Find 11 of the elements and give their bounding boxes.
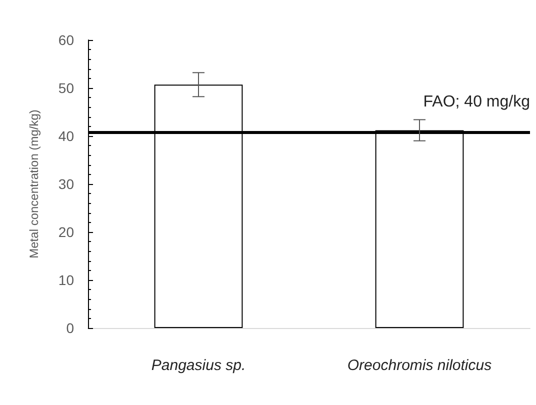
y-tick-label: 20 [58,224,74,240]
x-tick-label: Pangasius sp. [151,357,246,374]
x-tick-label: Oreochromis niloticus [347,357,492,374]
y-tick-label: 10 [58,272,74,288]
y-tick-label: 30 [58,176,74,192]
y-tick-label: 60 [58,32,74,48]
y-axis-title: Metal concentration (mg/kg) [27,110,41,258]
y-tick-label: 50 [58,80,74,96]
y-tick-label: 0 [66,320,74,336]
ref-line-label: FAO; 40 mg/kg [423,94,530,111]
y-tick-label: 40 [58,128,74,144]
